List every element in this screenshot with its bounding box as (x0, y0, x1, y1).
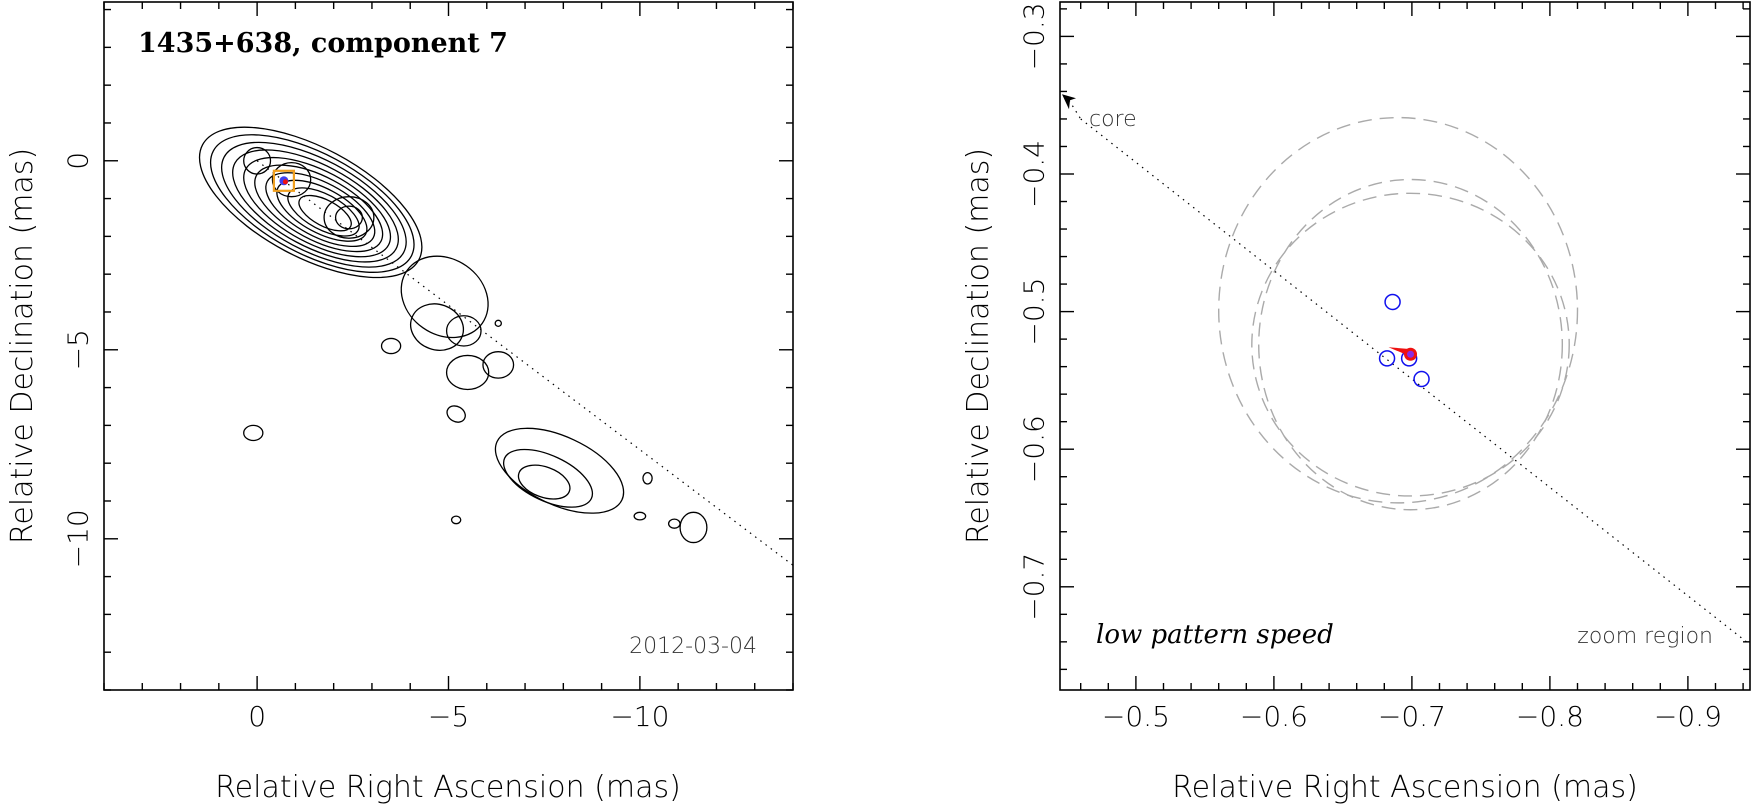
core-contour (198, 126, 423, 279)
jet-contour (410, 303, 465, 351)
right-y-tick-label: −0.7 (1018, 553, 1051, 621)
core-direction-arrow (1062, 94, 1082, 120)
right-plot-frame (1059, 1, 1751, 691)
left-y-tick-label: 0 (62, 152, 95, 170)
jet-contour-map (198, 126, 708, 544)
peak-contour (243, 146, 272, 175)
jet-contour (446, 405, 466, 423)
left-x-tick-label: −10 (610, 700, 669, 733)
left-y-axis-label: Relative Declination (mas) (5, 148, 40, 544)
uncertainty-ellipse (1217, 116, 1579, 504)
left-panel-title: 1435+638, component 7 (138, 28, 508, 59)
jet-axis-line-zoom (1080, 118, 1751, 646)
jet-contour (450, 515, 462, 525)
left-axis-ticks (103, 2, 794, 691)
left-tick-labels: 0 −5 −10 0 −5 −10 (62, 152, 670, 733)
jet-contour (633, 511, 647, 521)
peak-contour (334, 205, 364, 230)
jet-contour (445, 354, 490, 391)
observation-date: 2012-03-04 (629, 634, 757, 659)
uncertainty-ellipse (1251, 192, 1570, 497)
peak-contour (323, 196, 375, 239)
epoch-position-circle (1413, 370, 1430, 388)
right-y-axis-label: Relative Declination (mas) (961, 148, 996, 544)
right-y-tick-label: −0.5 (1018, 278, 1051, 346)
core-contour (232, 149, 399, 263)
core-contour (254, 164, 384, 253)
core-label: core (1089, 107, 1137, 132)
left-x-axis-label: Relative Right Ascension (mas) (215, 770, 681, 805)
core-contour (287, 187, 360, 237)
component-box (272, 169, 296, 192)
right-y-tick-label: −0.4 (1018, 140, 1051, 208)
core-contour (209, 134, 415, 273)
right-x-tick-label: −0.8 (1516, 700, 1584, 733)
right-panel-zoom: −0.5 −0.6 −0.7 −0.8 −0.9 −0.3 −0.4 −0.5 −0.6 −0.7… (961, 1, 1751, 805)
left-y-tick-label: −5 (62, 329, 95, 370)
uncertainty-ellipses (1217, 116, 1579, 511)
right-y-tick-label: −0.6 (1018, 415, 1051, 483)
core-contour (220, 141, 407, 268)
right-x-tick-label: −0.7 (1378, 700, 1446, 733)
jet-contour (494, 319, 502, 327)
jet-contour (517, 464, 571, 500)
right-y-tick-label: −0.3 (1018, 2, 1051, 70)
uncertainty-ellipse (1258, 178, 1564, 511)
core-contour (243, 156, 392, 258)
jet-contour (243, 424, 264, 442)
left-plot-frame (103, 1, 794, 691)
core-contour (276, 179, 368, 242)
right-x-tick-label: −0.9 (1654, 700, 1722, 733)
core-contour (265, 172, 376, 248)
jet-contour (445, 315, 482, 347)
fitted-position-core (1407, 350, 1415, 358)
right-tick-labels: −0.5 −0.6 −0.7 −0.8 −0.9 −0.3 −0.4 −0.5 −0.6 −0.7 (1018, 2, 1722, 733)
jet-contour (667, 518, 681, 529)
peak-contour (271, 162, 312, 198)
component-marker (272, 169, 296, 192)
right-x-tick-label: −0.5 (1102, 700, 1170, 733)
left-x-tick-label: 0 (248, 700, 266, 733)
left-y-tick-label: −10 (62, 509, 95, 568)
zoom-region-label: zoom region (1577, 624, 1713, 649)
core-arrowhead (1062, 94, 1076, 110)
right-x-axis-label: Relative Right Ascension (mas) (1172, 770, 1638, 805)
epoch-position-circle (1378, 350, 1396, 367)
right-x-tick-label: −0.6 (1240, 700, 1308, 733)
jet-contour (502, 448, 594, 508)
core-arrow-shaft (1068, 99, 1082, 120)
component-dot-fit (282, 179, 288, 185)
jet-contour (642, 471, 653, 485)
left-panel-map: 0 −5 −10 0 −5 −10 1435+638, component 7 2012-… (5, 1, 794, 805)
epoch-position-circle (1384, 293, 1401, 311)
jet-contour (482, 351, 515, 379)
position-points (1378, 293, 1430, 388)
jet-axis-line (256, 160, 794, 566)
jet-contour (679, 511, 708, 544)
left-x-tick-label: −5 (428, 700, 469, 733)
jet-contour (380, 337, 402, 355)
core-contour (298, 194, 352, 232)
pattern-speed-annotation: low pattern speed (1096, 620, 1334, 650)
right-axis-ticks (1060, 2, 1750, 690)
jet-contour (400, 255, 489, 339)
